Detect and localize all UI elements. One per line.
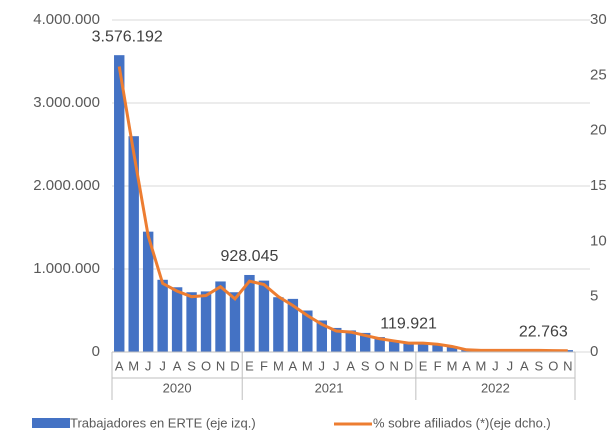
y-tick-label: 3.000.000 (33, 94, 100, 111)
bar (142, 231, 154, 352)
x-tick-label: D (230, 358, 239, 373)
x-tick-label: O (375, 358, 385, 373)
x-tick-label: E (419, 358, 428, 373)
bar (171, 287, 183, 352)
bar (345, 330, 356, 352)
x-tick-label: J (333, 358, 340, 373)
x-tick-label: M (447, 358, 458, 373)
x-tick-label: A (115, 358, 124, 373)
bar (432, 344, 443, 352)
y2-tick-label: 5 (590, 288, 598, 305)
legend-label: % sobre afiliados (*)(eje dcho.) (373, 415, 551, 430)
bar (186, 292, 197, 352)
bar (331, 327, 342, 352)
bar (114, 55, 125, 353)
bar (244, 274, 255, 352)
y2-tick-label: 0 (590, 343, 598, 360)
bar (359, 332, 371, 352)
x-tick-label: N (563, 358, 572, 373)
y-tick-label: 0 (92, 343, 100, 360)
x-group-label: 2020 (163, 380, 192, 395)
x-group-label: 2021 (315, 380, 344, 395)
bar (403, 342, 414, 352)
x-tick-label: S (361, 358, 370, 373)
x-tick-label: O (548, 358, 558, 373)
x-tick-label: J (507, 358, 514, 373)
x-tick-label: M (128, 358, 139, 373)
bar (215, 281, 226, 352)
bar (374, 337, 385, 352)
bar (287, 298, 299, 352)
x-tick-label: M (476, 358, 487, 373)
x-tick-label: A (346, 358, 355, 373)
x-tick-label: F (260, 358, 268, 373)
x-tick-label: S (534, 358, 543, 373)
value-label: 928.045 (221, 248, 279, 265)
x-tick-label: S (187, 358, 196, 373)
bar (446, 346, 458, 352)
x-tick-label: A (520, 358, 529, 373)
x-tick-label: D (404, 358, 413, 373)
x-tick-label: A (173, 358, 182, 373)
y2-tick-label: 10 (590, 232, 607, 249)
x-group-label: 2022 (481, 380, 510, 395)
x-tick-label: M (273, 358, 284, 373)
x-tick-label: A (462, 358, 471, 373)
x-tick-label: J (159, 358, 166, 373)
y-tick-label: 2.000.000 (33, 177, 100, 194)
x-tick-label: J (492, 358, 499, 373)
line (117, 66, 568, 353)
x-tick-label: E (245, 358, 254, 373)
bar (128, 136, 139, 352)
y2-tick-label: 15 (590, 177, 607, 194)
y2-tick-label: 25 (590, 66, 607, 83)
bar (229, 292, 241, 352)
legend-label: Trabajadores en ERTE (eje izq.) (70, 415, 256, 430)
x-tick-label: J (319, 358, 326, 373)
x-tick-label: M (302, 358, 313, 373)
value-label: 119.921 (380, 315, 437, 332)
bar (258, 280, 270, 352)
value-label: 3.576.192 (92, 28, 163, 45)
bar (316, 320, 328, 352)
x-tick-label: N (216, 358, 225, 373)
x-tick-label: O (201, 358, 211, 373)
y-tick-label: 1.000.000 (33, 260, 100, 277)
value-label: 22.763 (519, 323, 568, 340)
bar (200, 291, 212, 352)
bar (417, 342, 429, 352)
bar (388, 340, 400, 352)
bar (157, 279, 168, 352)
y2-tick-label: 30 (590, 11, 607, 28)
y-tick-label: 4.000.000 (33, 11, 100, 28)
x-tick-label: N (389, 358, 398, 373)
x-tick-label: F (434, 358, 442, 373)
x-tick-label: J (145, 358, 152, 373)
legend-swatch (32, 418, 70, 428)
bar (562, 350, 573, 352)
y2-tick-label: 20 (590, 122, 607, 139)
x-tick-label: A (289, 358, 298, 373)
bar (302, 310, 313, 352)
bar (273, 297, 284, 352)
